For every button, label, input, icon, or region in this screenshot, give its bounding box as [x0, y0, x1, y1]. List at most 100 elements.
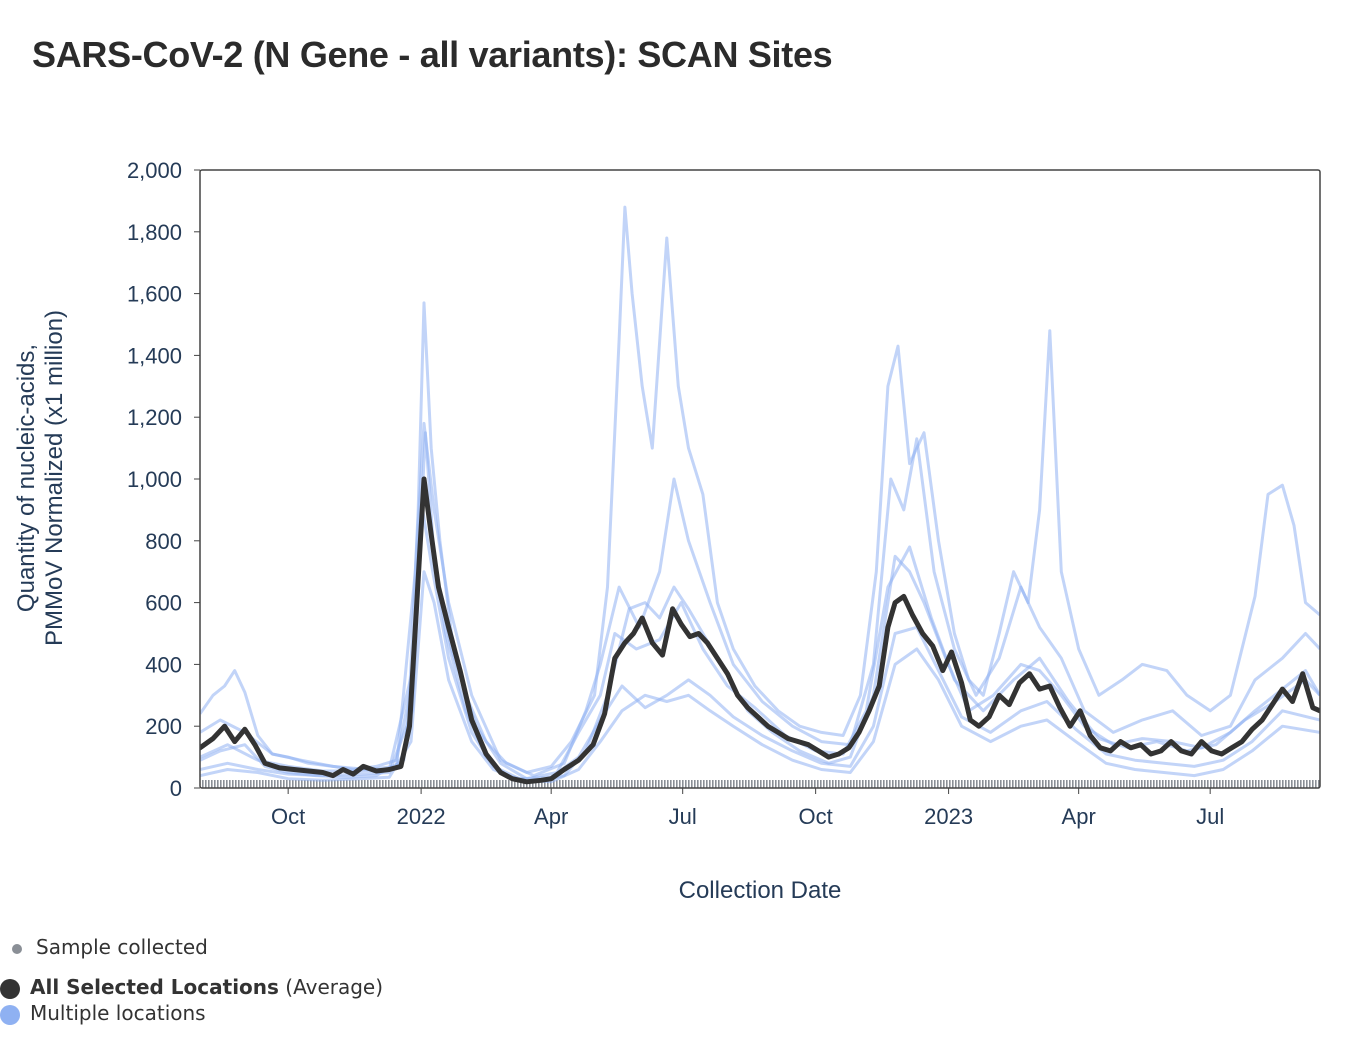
sample-marker	[1018, 780, 1020, 788]
sample-marker	[778, 780, 780, 788]
sample-marker	[454, 780, 456, 788]
sample-marker	[673, 780, 675, 788]
sample-marker	[529, 780, 531, 788]
sample-marker	[646, 780, 648, 788]
sample-marker	[1201, 780, 1203, 788]
sample-marker	[247, 780, 249, 788]
y-tick-label: 400	[145, 652, 182, 677]
sample-marker	[433, 780, 435, 788]
sample-marker	[1240, 780, 1242, 788]
sample-marker	[1036, 780, 1038, 788]
sample-marker	[1177, 780, 1179, 788]
sample-marker	[517, 780, 519, 788]
sample-marker	[424, 780, 426, 788]
sample-marker	[1117, 780, 1119, 788]
sample-marker	[310, 780, 312, 788]
sample-marker	[682, 780, 684, 788]
sample-marker	[1144, 780, 1146, 788]
y-tick-label: 1,800	[127, 220, 182, 245]
x-tick-label: 2023	[924, 804, 973, 829]
sample-marker	[1129, 780, 1131, 788]
sample-marker	[940, 780, 942, 788]
y-axis-ticks: 0 200 400 600 800 1,000 1,200 1,400 1,600 1,800 2,…	[127, 158, 200, 801]
sample-marker	[922, 780, 924, 788]
sample-marker	[340, 780, 342, 788]
sample-marker	[718, 780, 720, 788]
series-line-location-1	[200, 205, 1320, 774]
sample-marker	[883, 780, 885, 788]
sample-marker	[730, 780, 732, 788]
sample-marker	[775, 780, 777, 788]
sample-marker	[808, 780, 810, 788]
sample-marker	[589, 780, 591, 788]
sample-marker	[658, 780, 660, 788]
sample-marker	[514, 780, 516, 788]
sample-marker	[244, 780, 246, 788]
location-lines	[200, 205, 1320, 784]
sample-marker	[322, 780, 324, 788]
sample-marker	[1306, 780, 1308, 788]
legend-item-sample-collected[interactable]: Sample collected	[12, 935, 208, 959]
sample-marker	[676, 780, 678, 788]
sample-marker	[343, 780, 345, 788]
sample-marker	[1159, 780, 1161, 788]
sample-marker	[1012, 780, 1014, 788]
y-axis-title-line2: PMMoV Normalized (x1 million)	[41, 310, 68, 646]
sample-marker	[295, 780, 297, 788]
sample-marker	[580, 780, 582, 788]
chart-title: SARS-CoV-2 (N Gene - all variants): SCAN…	[32, 34, 833, 75]
sample-marker	[1132, 780, 1134, 788]
sample-marker	[466, 780, 468, 788]
sample-marker	[358, 780, 360, 788]
sample-marker	[1135, 780, 1137, 788]
sample-marker	[385, 780, 387, 788]
sample-marker	[892, 780, 894, 788]
sample-marker	[706, 780, 708, 788]
sample-marker	[820, 780, 822, 788]
sample-marker	[253, 780, 255, 788]
sample-marker	[520, 780, 522, 788]
average-line	[200, 476, 1320, 785]
x-tick-label: 2022	[397, 804, 446, 829]
legend-item-multiple-locations[interactable]: Multiple locations	[0, 1001, 206, 1025]
sample-marker	[1099, 780, 1101, 788]
sample-marker	[1252, 780, 1254, 788]
sample-marker	[1150, 780, 1152, 788]
sample-marker	[268, 780, 270, 788]
sample-marker	[337, 780, 339, 788]
legend-item-average[interactable]: All Selected Locations (Average)	[0, 975, 383, 999]
sample-marker	[409, 780, 411, 788]
sample-marker	[814, 780, 816, 788]
sample-marker	[850, 780, 852, 788]
x-tick-label: Jul	[1196, 804, 1224, 829]
sample-marker	[1273, 780, 1275, 788]
sample-marker	[679, 780, 681, 788]
sample-marker	[946, 780, 948, 788]
sample-marker	[886, 780, 888, 788]
sample-marker	[724, 780, 726, 788]
sample-marker	[274, 780, 276, 788]
sample-marker	[763, 780, 765, 788]
sample-marker	[532, 780, 534, 788]
sample-marker	[238, 780, 240, 788]
sample-marker	[277, 780, 279, 788]
sample-marker	[649, 780, 651, 788]
x-tick-label: Jul	[669, 804, 697, 829]
sample-marker	[376, 780, 378, 788]
sample-marker	[1216, 780, 1218, 788]
sample-marker	[1063, 780, 1065, 788]
sample-marker	[289, 780, 291, 788]
sample-marker	[412, 780, 414, 788]
sample-marker	[913, 780, 915, 788]
sample-marker	[241, 780, 243, 788]
sample-marker	[1042, 780, 1044, 788]
sample-marker	[904, 780, 906, 788]
sample-marker	[214, 780, 216, 788]
sample-marker	[826, 780, 828, 788]
sample-marker	[760, 780, 762, 788]
sample-marker	[1114, 780, 1116, 788]
sample-marker	[637, 780, 639, 788]
sample-marker	[1168, 780, 1170, 788]
sample-marker	[355, 780, 357, 788]
sample-marker	[1102, 780, 1104, 788]
